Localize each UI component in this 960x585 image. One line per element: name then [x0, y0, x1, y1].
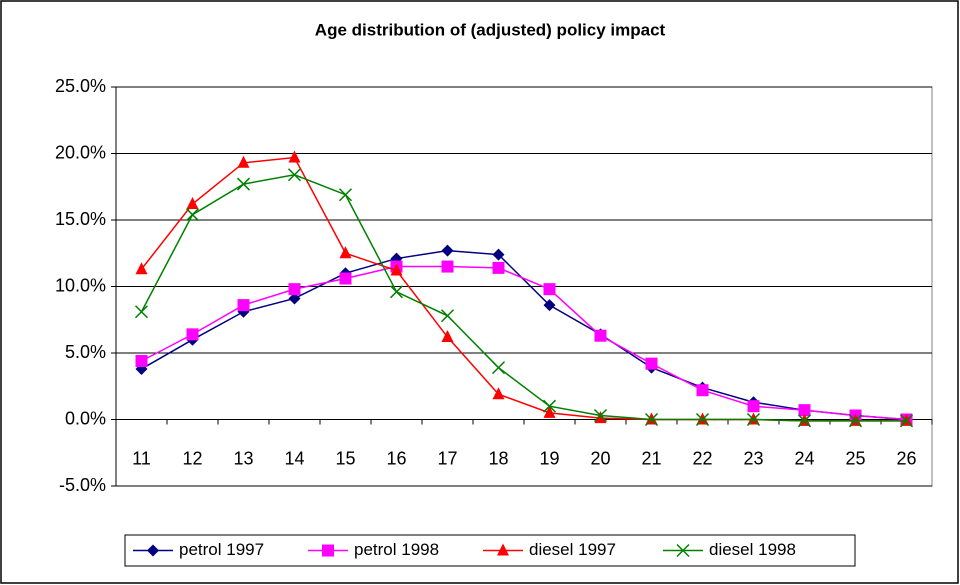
marker [338, 188, 353, 202]
x-tick-label: 24 [794, 448, 814, 468]
series-line [140, 174, 907, 422]
marker [798, 404, 811, 417]
marker [389, 285, 404, 299]
marker [492, 261, 505, 274]
marker [695, 412, 710, 427]
marker [339, 246, 352, 259]
legend-label: diesel 1997 [529, 540, 616, 559]
y-tick-label: 25.0% [55, 76, 106, 96]
x-tick-label: 14 [284, 448, 304, 468]
x-tick-label: 21 [641, 448, 661, 468]
marker [441, 244, 454, 257]
marker [135, 262, 148, 275]
marker [492, 248, 505, 261]
x-tick-label: 13 [233, 448, 253, 468]
marker [287, 168, 302, 182]
y-tick-label: 0.0% [65, 408, 106, 428]
y-tick-label: 15.0% [55, 209, 106, 229]
x-tick-label: 23 [743, 448, 763, 468]
x-tick-label: 17 [437, 448, 457, 468]
legend-marker [147, 544, 159, 557]
series-line [141, 249, 907, 421]
legend-label: petrol 1998 [354, 540, 439, 559]
marker [543, 299, 556, 312]
marker [237, 155, 250, 168]
y-tick-label: -5.0% [59, 475, 106, 495]
legend-item: petrol 1997 [133, 540, 264, 559]
marker [441, 330, 454, 343]
marker [134, 305, 149, 319]
legend-marker [676, 543, 690, 558]
legend-item: diesel 1997 [483, 540, 616, 559]
marker [492, 387, 505, 400]
marker [644, 412, 659, 427]
marker [594, 411, 607, 424]
marker [747, 400, 760, 413]
marker [441, 260, 454, 273]
x-tick-label: 22 [692, 448, 712, 468]
legend-label: petrol 1997 [179, 540, 264, 559]
marker [543, 405, 556, 418]
legend-label: diesel 1998 [709, 540, 796, 559]
y-tick-label: 20.0% [55, 142, 106, 162]
legend-item: diesel 1998 [663, 540, 796, 559]
x-tick-label: 26 [896, 448, 916, 468]
marker [542, 399, 557, 413]
series-line [141, 265, 907, 421]
marker [237, 299, 250, 312]
legend-item: petrol 1998 [308, 540, 439, 559]
marker [185, 208, 200, 222]
marker [594, 329, 607, 342]
marker [899, 414, 914, 428]
marker [288, 283, 301, 296]
x-tick-label: 20 [590, 448, 610, 468]
x-tick-label: 25 [845, 448, 865, 468]
marker [543, 283, 556, 296]
x-tick-label: 18 [488, 448, 508, 468]
marker [236, 177, 251, 191]
x-tick-label: 12 [182, 448, 202, 468]
x-tick-label: 11 [132, 448, 151, 468]
legend-marker [497, 543, 509, 556]
marker [645, 357, 658, 370]
marker [797, 414, 812, 428]
marker [440, 309, 455, 323]
x-tick-label: 16 [386, 448, 406, 468]
x-tick-label: 19 [539, 448, 559, 468]
marker [339, 272, 352, 285]
marker [390, 263, 403, 276]
marker [593, 408, 608, 423]
marker [288, 150, 301, 163]
chart-title: Age distribution of (adjusted) policy im… [315, 20, 666, 39]
y-tick-label: 10.0% [55, 275, 106, 295]
y-tick-label: 5.0% [65, 342, 106, 362]
marker [186, 328, 199, 341]
marker [491, 361, 506, 375]
marker [135, 354, 148, 367]
x-tick-label: 15 [335, 448, 355, 468]
marker [288, 292, 301, 305]
marker [746, 412, 761, 427]
legend-marker [322, 544, 334, 557]
marker [696, 384, 709, 397]
marker [186, 197, 199, 210]
marker [848, 414, 863, 428]
